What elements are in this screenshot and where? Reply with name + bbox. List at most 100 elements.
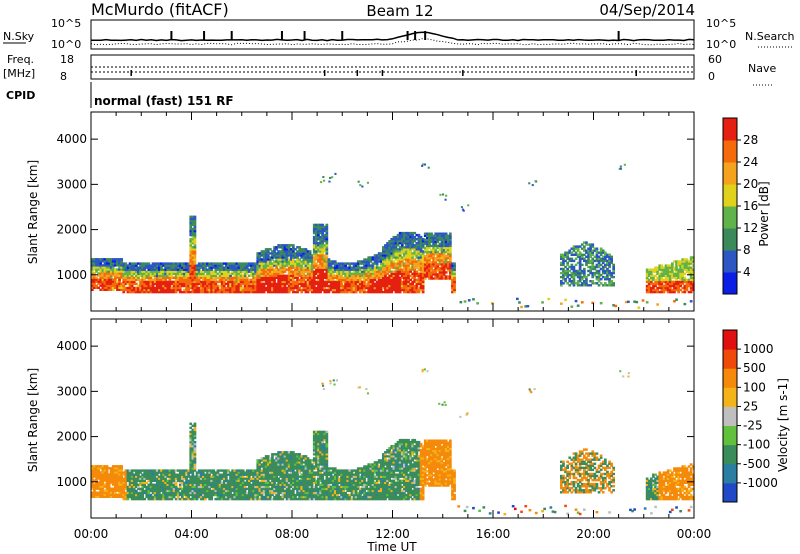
power-cell xyxy=(560,280,563,283)
power-cell xyxy=(317,278,320,282)
power-cell xyxy=(264,278,268,282)
power-cell xyxy=(423,267,427,270)
power-cell xyxy=(176,272,180,275)
power-cell xyxy=(591,251,595,254)
power-cell xyxy=(434,267,438,270)
power-cell xyxy=(183,278,186,282)
power-cell xyxy=(407,258,410,261)
power-cell xyxy=(281,260,285,263)
power-cell xyxy=(321,240,324,243)
power-cell xyxy=(396,290,400,294)
power-cell xyxy=(120,284,123,287)
power-cell xyxy=(317,264,320,267)
power-cell xyxy=(439,193,442,196)
velocity-cell xyxy=(155,477,159,480)
power-cell xyxy=(308,252,312,255)
power-cell xyxy=(189,258,193,261)
velocity-cell xyxy=(91,487,94,490)
power-cell xyxy=(675,274,678,277)
power-cell xyxy=(296,268,299,271)
power-cell xyxy=(568,273,572,277)
power-cell xyxy=(135,278,138,282)
power-cell xyxy=(99,274,103,277)
power-cell xyxy=(222,286,226,290)
velocity-cell xyxy=(181,479,184,482)
velocity-cell xyxy=(101,491,105,494)
power-cell xyxy=(298,270,301,273)
power-cell xyxy=(189,217,193,220)
power-cell xyxy=(158,268,161,271)
power-cell xyxy=(350,280,354,284)
power-cell xyxy=(277,280,280,284)
power-cell xyxy=(331,176,334,179)
power-cell xyxy=(612,263,615,267)
power-cell xyxy=(323,282,327,286)
power-cell xyxy=(248,280,251,284)
power-cell xyxy=(329,177,332,179)
power-cell xyxy=(285,246,289,249)
power-cell xyxy=(327,274,331,277)
power-cell xyxy=(436,236,440,239)
power-cell xyxy=(442,250,446,254)
power-cell xyxy=(407,270,410,273)
power-cell xyxy=(315,233,318,237)
velocity-cell xyxy=(141,469,144,472)
power-cell xyxy=(683,258,687,261)
power-cell xyxy=(580,257,584,260)
power-cell xyxy=(585,282,588,285)
power-cell xyxy=(101,274,105,277)
velocity-cell xyxy=(95,473,98,476)
power-cell xyxy=(671,272,674,275)
power-cell xyxy=(143,278,146,282)
power-cell xyxy=(403,256,406,259)
power-cell xyxy=(656,266,659,269)
power-cell xyxy=(315,242,318,245)
power-cell xyxy=(363,258,366,261)
power-cell xyxy=(428,273,431,276)
power-cell xyxy=(283,258,287,261)
power-cell xyxy=(312,280,316,284)
power-cell xyxy=(451,276,454,279)
power-cell xyxy=(606,255,609,258)
power-cell xyxy=(415,284,419,288)
power-cell xyxy=(687,266,691,269)
power-cell xyxy=(292,244,295,247)
power-cell xyxy=(666,284,670,288)
power-cell xyxy=(197,270,201,273)
power-cell xyxy=(281,278,285,282)
velocity-cell xyxy=(139,487,142,491)
velocity-cell xyxy=(147,473,151,476)
power-cell xyxy=(321,235,324,239)
power-cell xyxy=(593,273,597,277)
velocity-cell xyxy=(130,497,134,501)
power-cell xyxy=(604,259,607,263)
power-cell xyxy=(421,242,425,245)
power-cell xyxy=(417,280,421,284)
nsearch-label: N.Search xyxy=(745,30,795,43)
power-cell xyxy=(241,276,245,279)
power-cell xyxy=(564,255,567,258)
power-cell xyxy=(300,290,304,294)
power-cell xyxy=(446,261,450,264)
power-cell xyxy=(281,276,285,279)
power-cell xyxy=(279,274,283,277)
velocity-cell xyxy=(95,467,98,470)
power-cell xyxy=(294,290,297,294)
power-cell xyxy=(160,276,163,279)
power-cell xyxy=(310,286,314,290)
velocity-cell xyxy=(193,491,197,495)
power-cell xyxy=(189,272,193,275)
power-cell xyxy=(105,272,109,275)
power-cell xyxy=(172,290,176,294)
power-cell xyxy=(181,276,184,279)
velocity-cell xyxy=(193,477,197,480)
power-cell xyxy=(325,223,329,227)
power-cell xyxy=(398,266,402,269)
power-cell xyxy=(302,288,306,292)
power-cell xyxy=(258,284,262,288)
power-cell xyxy=(352,282,356,286)
power-cell xyxy=(220,270,224,273)
nsky-frame xyxy=(90,19,695,50)
power-cell xyxy=(428,261,431,264)
velocity-cell xyxy=(181,487,184,491)
